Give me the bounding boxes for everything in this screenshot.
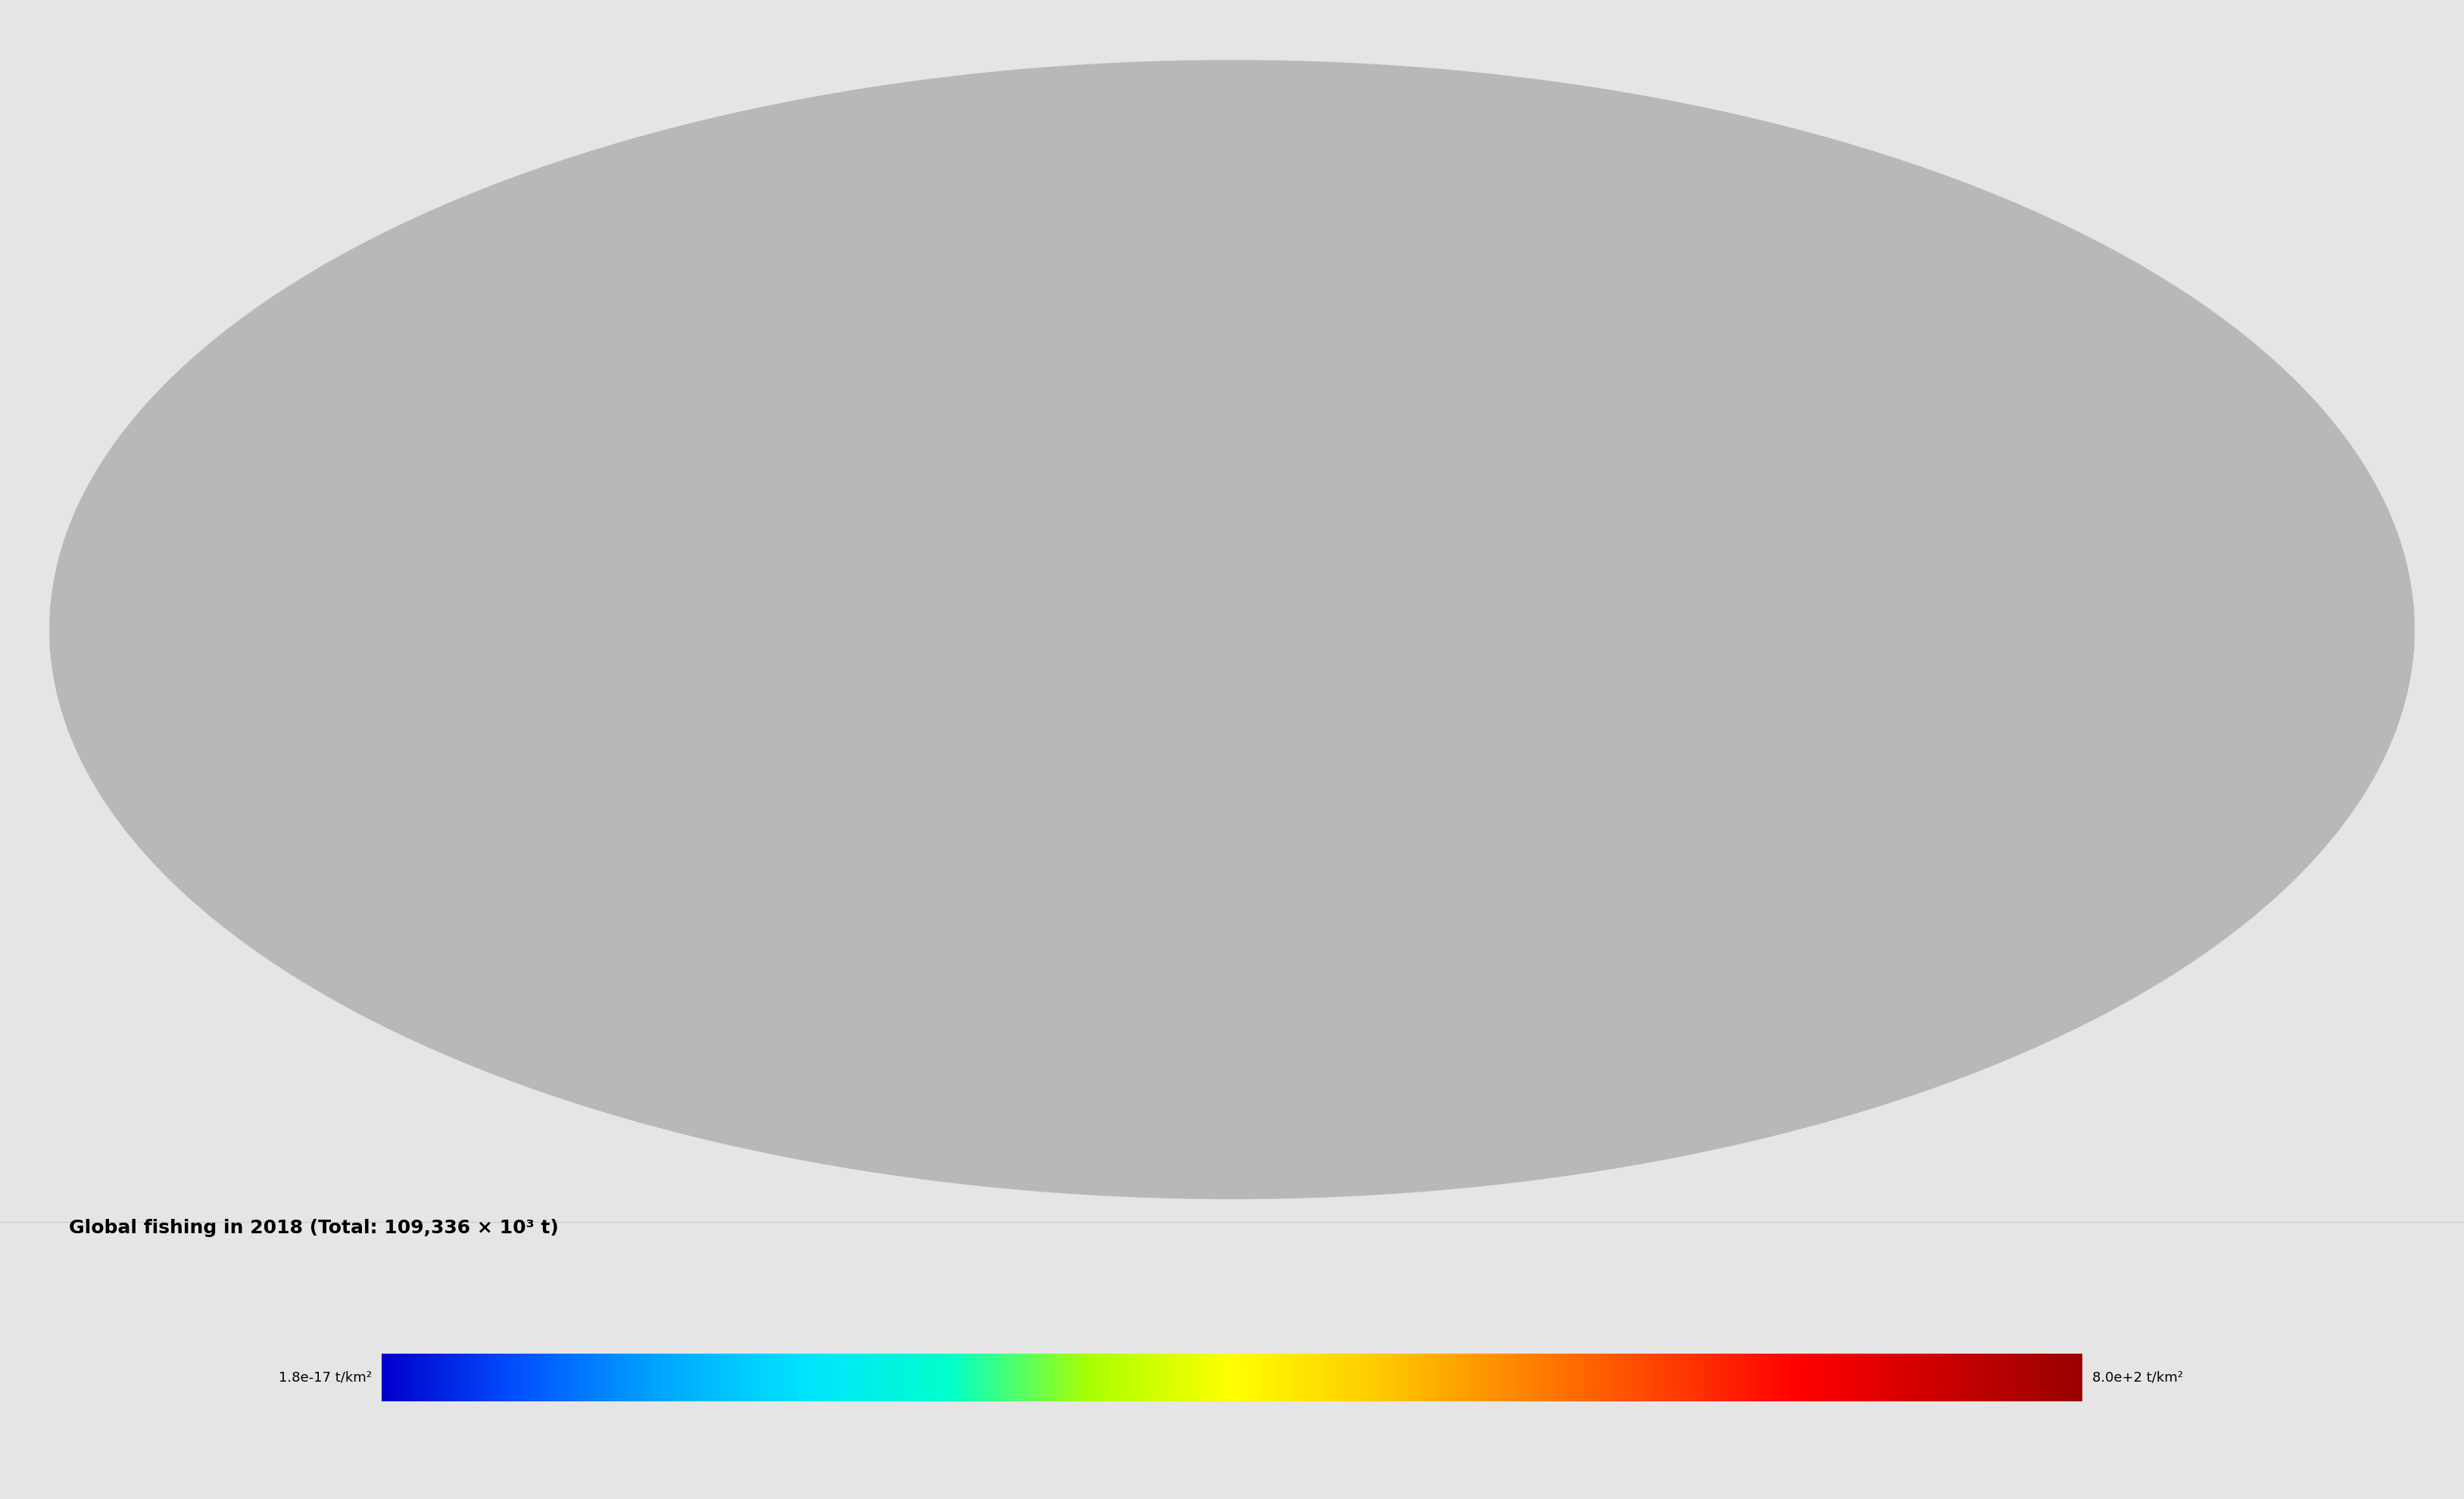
Text: 8.0e+2 t/km²: 8.0e+2 t/km² [2092, 1370, 2183, 1385]
Text: 1.8e-17 t/km²: 1.8e-17 t/km² [278, 1370, 372, 1385]
Text: Global fishing in 2018 (Total: 109,336 × 10³ t): Global fishing in 2018 (Total: 109,336 ×… [69, 1219, 559, 1237]
Ellipse shape [49, 60, 2415, 1199]
